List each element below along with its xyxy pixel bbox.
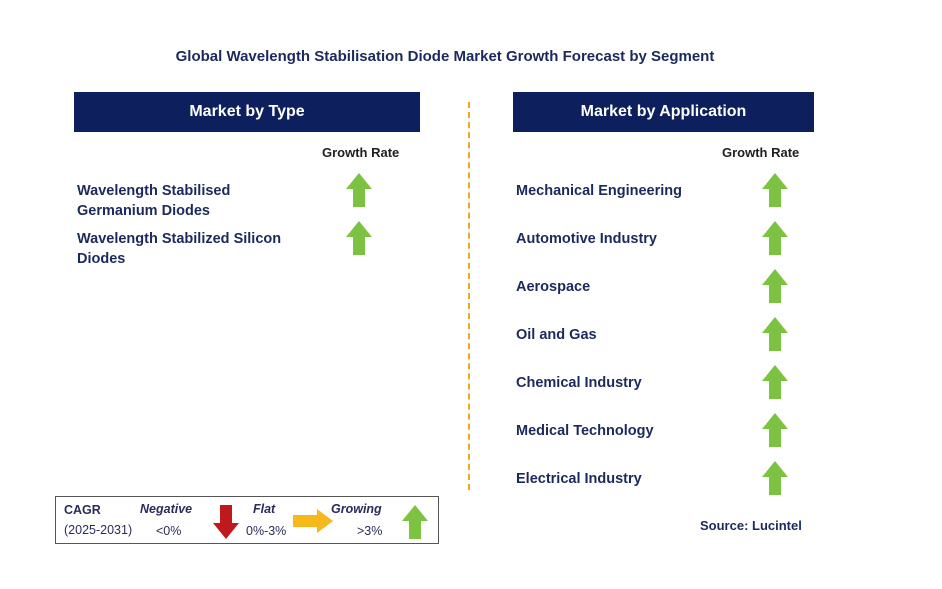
legend-flat-label: Flat: [253, 502, 276, 516]
growth-rate-label-type: Growth Rate: [322, 145, 400, 160]
chart-title: Global Wavelength Stabilisation Diode Ma…: [175, 48, 715, 65]
segment-label-line: Chemical Industry: [516, 375, 642, 391]
segment-label-line: Electrical Industry: [516, 471, 642, 487]
segment-label-line: Wavelength Stabilised: [77, 183, 231, 199]
segment-label-line: Automotive Industry: [516, 231, 657, 247]
arrow-up-green-icon: [762, 269, 788, 303]
arrow-up-green-icon: [762, 317, 788, 351]
source-note: Source: Lucintel: [700, 518, 802, 533]
segment-label-line: Wavelength Stabilized Silicon: [77, 231, 282, 247]
segment-label: Mechanical Engineering: [516, 181, 682, 201]
arrow-up-green-icon: [762, 365, 788, 399]
panel-header-application: Market by Application: [513, 92, 814, 132]
arrow-up-green-icon: [346, 173, 372, 207]
segment-label-line: Oil and Gas: [516, 327, 597, 343]
segment-label: Chemical Industry: [516, 373, 642, 393]
legend-growing-label: Growing: [331, 502, 382, 516]
segment-label: Oil and Gas: [516, 325, 597, 345]
legend-negative-range: <0%: [156, 524, 182, 538]
arrow-up-green-icon: [762, 461, 788, 495]
segment-label: Automotive Industry: [516, 229, 657, 249]
legend-growing-range: >3%: [357, 524, 383, 538]
legend-negative-label: Negative: [140, 502, 193, 516]
arrow-right-yellow-icon: [293, 509, 333, 533]
legend-cagr-label: CAGR: [64, 503, 101, 517]
panel-header-type: Market by Type: [74, 92, 420, 132]
segment-label: Medical Technology: [516, 421, 654, 441]
segment-label-line: Medical Technology: [516, 423, 654, 439]
arrow-up-green-icon: [762, 221, 788, 255]
segment-label-line: Aerospace: [516, 279, 591, 295]
cagr-legend: CAGR (2025-2031) Negative <0% Flat 0%-3%…: [55, 496, 439, 544]
arrow-up-green-icon: [762, 173, 788, 207]
segment-label: Wavelength Stabilised Germanium Diodes: [77, 181, 230, 221]
segment-label-line: Germanium Diodes: [77, 203, 210, 219]
panel-divider: [468, 102, 470, 490]
segment-label: Aerospace: [516, 277, 590, 297]
arrow-up-green-icon: [346, 221, 372, 255]
arrow-up-green-icon: [402, 505, 428, 539]
segment-label-line: Mechanical Engineering: [516, 183, 682, 199]
legend-period: (2025-2031): [64, 523, 133, 537]
growth-rate-label-application: Growth Rate: [722, 145, 800, 160]
segment-label: Electrical Industry: [516, 469, 642, 489]
legend-flat-range: 0%-3%: [246, 524, 287, 538]
arrow-up-green-icon: [762, 413, 788, 447]
segment-label-line: Diodes: [77, 251, 126, 267]
arrow-down-red-icon: [213, 505, 239, 539]
segment-label: Wavelength Stabilized Silicon Diodes: [77, 229, 281, 269]
